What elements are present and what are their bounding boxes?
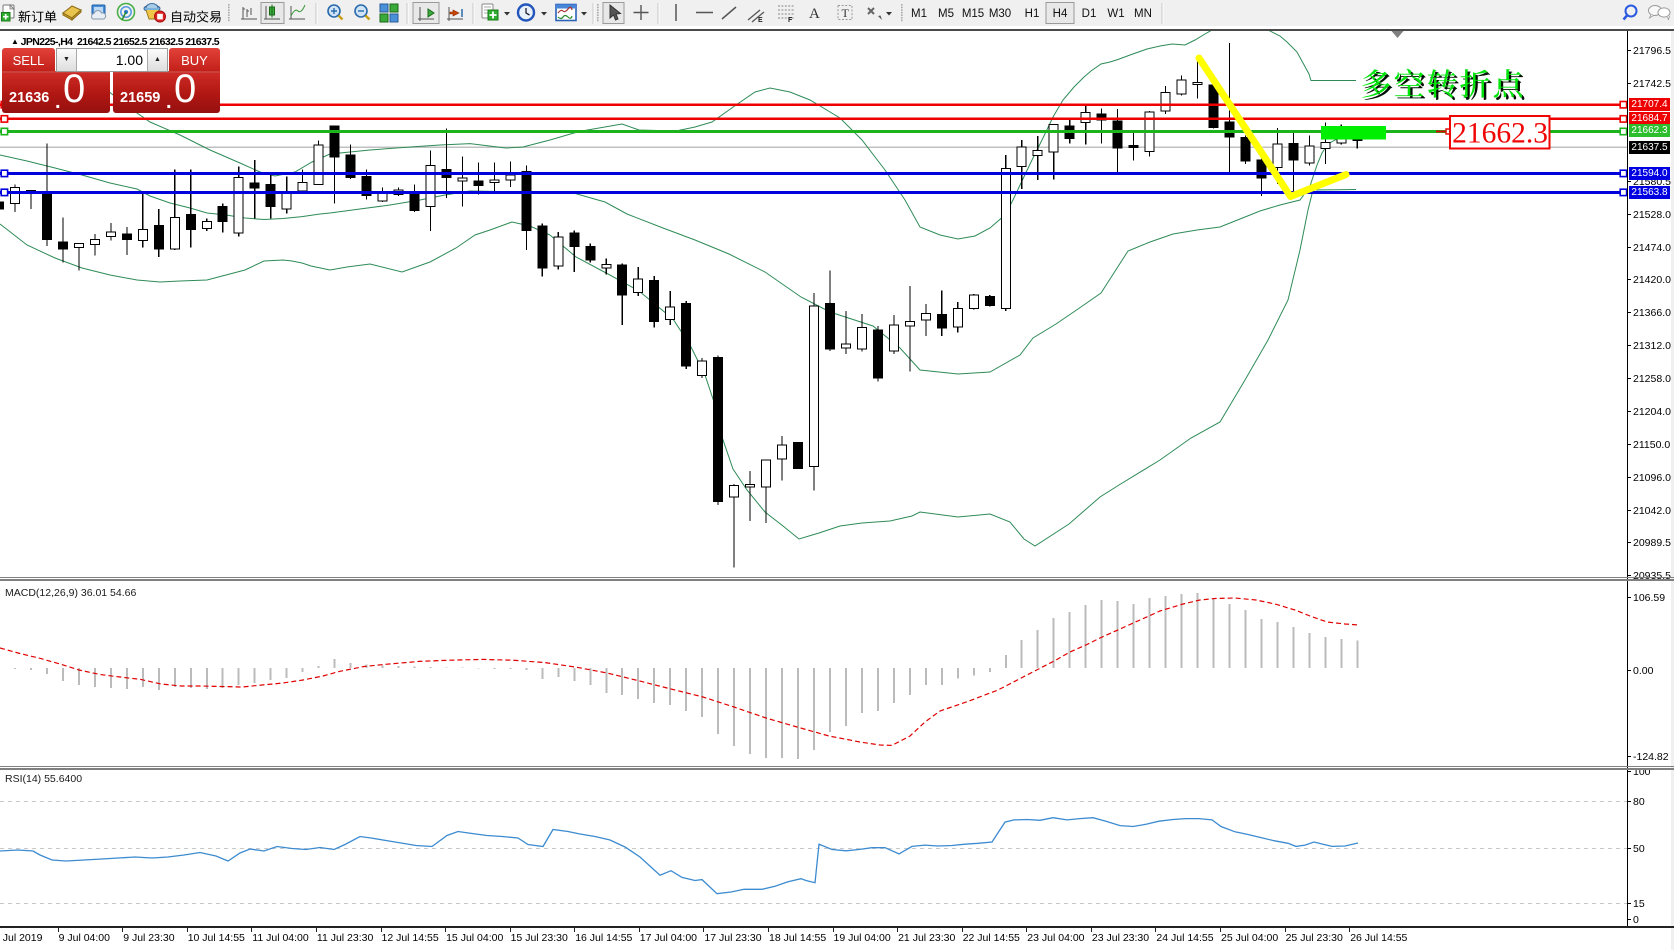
svg-text:T: T [842, 6, 850, 20]
svg-text:F: F [788, 17, 793, 24]
svg-text:M5: M5 [938, 8, 954, 20]
svg-text:M1: M1 [911, 8, 927, 20]
svg-text:MN: MN [1134, 8, 1152, 20]
svg-text:H4: H4 [1053, 8, 1068, 20]
svg-text:W1: W1 [1107, 8, 1124, 20]
svg-text:A: A [809, 6, 820, 22]
svg-text:21662.3: 21662.3 [1452, 118, 1548, 150]
svg-text:H1: H1 [1025, 8, 1040, 20]
svg-text:E: E [758, 17, 763, 24]
svg-text:M15: M15 [962, 8, 984, 20]
svg-text:D1: D1 [1082, 8, 1097, 20]
svg-text:M30: M30 [989, 8, 1011, 20]
